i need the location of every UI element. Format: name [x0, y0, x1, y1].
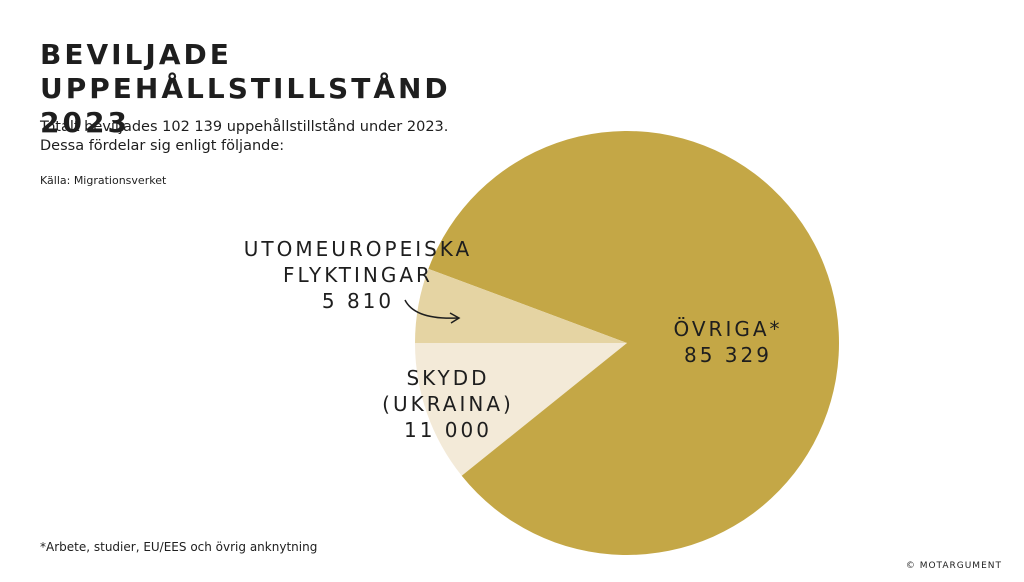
value-label: 85 329 [684, 343, 772, 367]
pie-slice [415, 268, 627, 343]
category-label: UTOMEUROPEISKA FLYKTINGAR [243, 237, 473, 287]
pie-slice [428, 131, 839, 556]
copyright: © MOTARGUMENT [905, 561, 1002, 571]
pie [415, 131, 839, 556]
slice-label: SKYDD (UKRAINA) 11 000 [368, 365, 528, 443]
pie-slice [415, 343, 627, 476]
arrow-head [449, 312, 461, 324]
value-label: 5 810 [321, 289, 395, 313]
arrow [404, 299, 459, 319]
value-label: 11 000 [404, 418, 492, 442]
footnote: *Arbete, studier, EU/EES och övrig ankny… [40, 540, 318, 554]
slice-label: UTOMEUROPEISKA FLYKTINGAR 5 810 [228, 236, 488, 314]
slice-label: ÖVRIGA* 85 329 [628, 316, 828, 368]
chart-title: BEVILJADE UPPEHÅLLSTILLSTÅND 2023 [40, 38, 451, 139]
category-label: SKYDD (UKRAINA) [382, 366, 514, 416]
category-label: ÖVRIGA* [673, 317, 783, 341]
subtitle: Totalt beviljades 102 139 uppehållstills… [40, 119, 449, 154]
source: Källa: Migrationsverket [40, 174, 167, 187]
